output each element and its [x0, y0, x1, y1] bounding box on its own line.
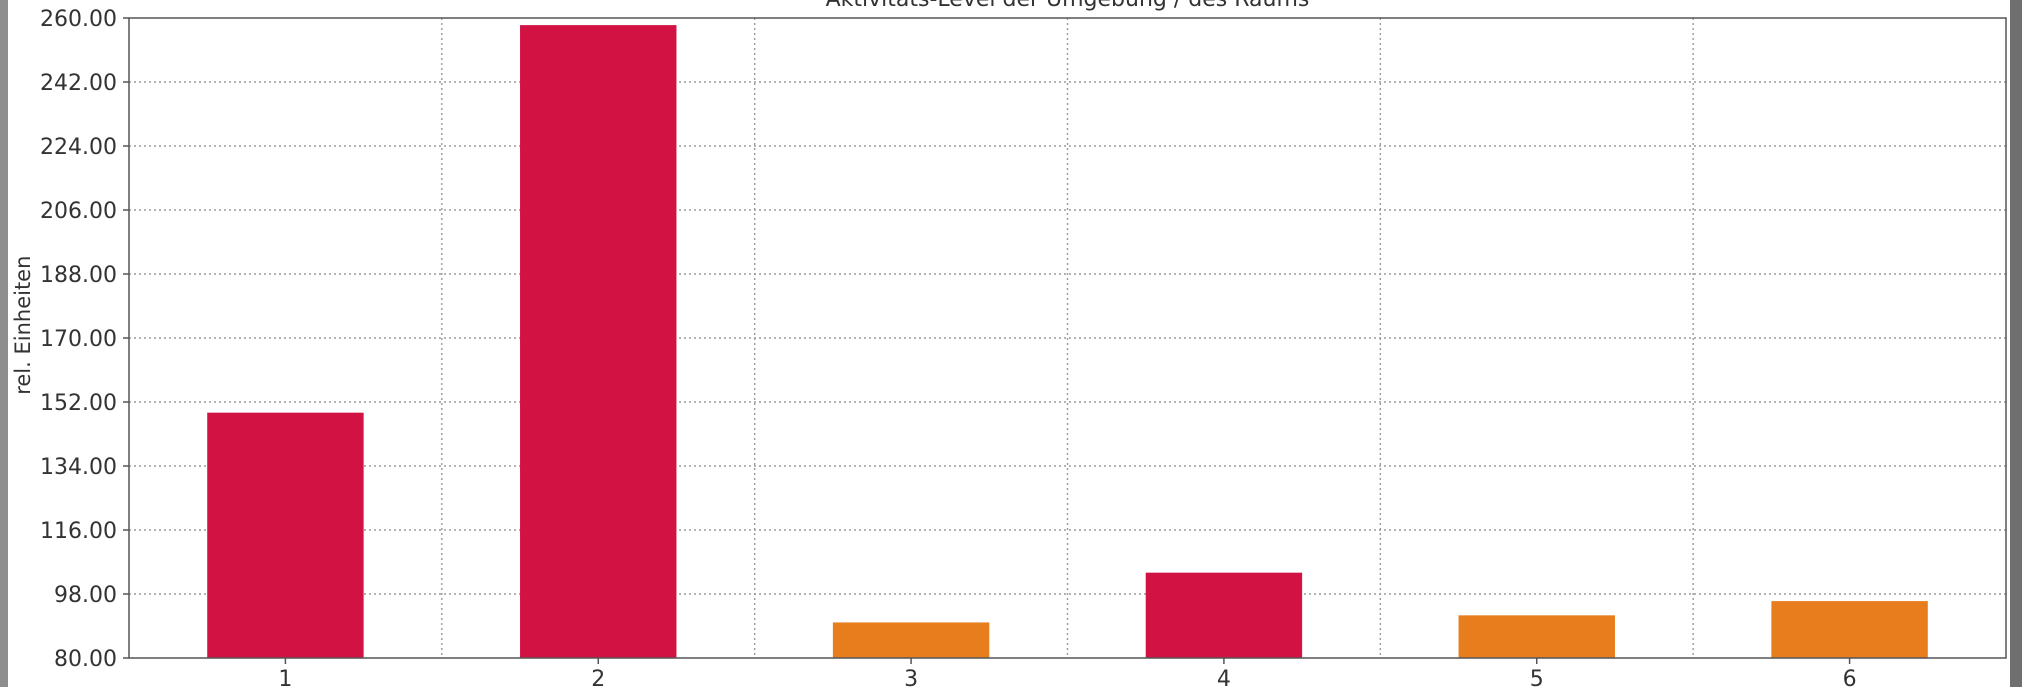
y-axis-label: rel. Einheiten	[11, 256, 35, 395]
x-tick-labels: 1 2 3 4 5 6	[278, 658, 1857, 691]
x-tick-label: 5	[1530, 667, 1544, 687]
y-tick-label: 170.00	[40, 327, 117, 352]
y-tick-label: 116.00	[40, 519, 117, 544]
bar-4	[1145, 572, 1303, 658]
y-tick-label: 224.00	[40, 135, 117, 160]
bar-6	[1771, 601, 1928, 658]
x-tick-label: 2	[591, 667, 605, 687]
window-border-right	[2010, 0, 2022, 687]
y-tick-label: 242.00	[40, 71, 117, 96]
y-tick-label: 134.00	[40, 455, 117, 480]
bar-1	[207, 412, 364, 658]
bar-5	[1458, 615, 1615, 658]
bars	[207, 25, 1928, 659]
gridlines	[129, 18, 2006, 658]
x-tick-label: 3	[904, 667, 918, 687]
x-tick-label: 6	[1843, 667, 1857, 687]
y-tick-label: 188.00	[40, 263, 117, 288]
chart-title: Aktivitäts-Level der Umgebung / des Raum…	[826, 0, 1310, 12]
y-tick-label: 80.00	[54, 647, 117, 672]
x-tick-label: 1	[278, 667, 292, 687]
y-tick-label: 98.00	[54, 583, 117, 608]
y-tick-label: 206.00	[40, 199, 117, 224]
y-tick-label: 260.00	[40, 7, 117, 32]
y-tick-labels: 80.00 98.00 116.00 134.00 152.00 170.00 188.00…	[40, 7, 129, 672]
window-border-left	[0, 0, 8, 687]
bar-3	[832, 622, 990, 658]
y-tick-label: 152.00	[40, 391, 117, 416]
x-tick-label: 4	[1217, 667, 1231, 687]
bar-2	[520, 25, 677, 659]
